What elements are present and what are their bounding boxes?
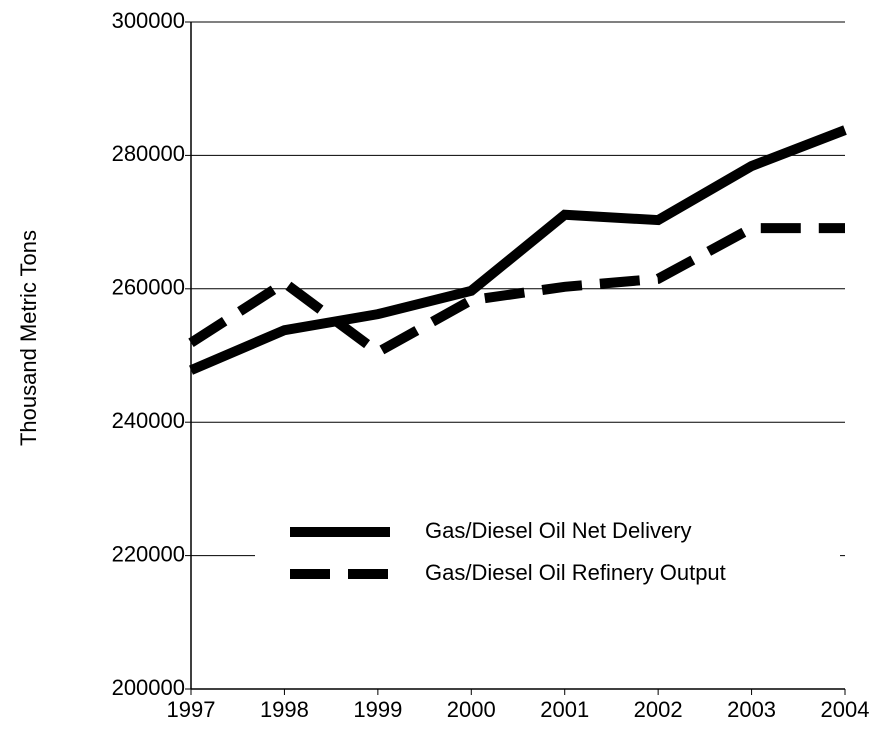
series-line (189, 125, 847, 375)
y-tick-label: 280000 (112, 141, 185, 166)
y-tick-label: 240000 (112, 408, 185, 433)
series-line (188, 223, 845, 359)
y-tick-label: 220000 (112, 541, 185, 566)
y-tick-label: 260000 (112, 275, 185, 300)
x-tick-label: 2003 (727, 697, 776, 722)
x-tick-label: 1999 (353, 697, 402, 722)
legend-box (255, 505, 840, 600)
x-tick-label: 2001 (540, 697, 589, 722)
legend-label: Gas/Diesel Oil Refinery Output (425, 560, 726, 585)
x-tick-label: 2002 (634, 697, 683, 722)
x-tick-label: 2004 (821, 697, 870, 722)
y-tick-label: 200000 (112, 675, 185, 700)
legend-label: Gas/Diesel Oil Net Delivery (425, 518, 692, 543)
x-tick-label: 1997 (167, 697, 216, 722)
y-tick-label: 300000 (112, 8, 185, 33)
y-axis-label: Thousand Metric Tons (16, 230, 41, 446)
x-tick-label: 2000 (447, 697, 496, 722)
x-tick-label: 1998 (260, 697, 309, 722)
